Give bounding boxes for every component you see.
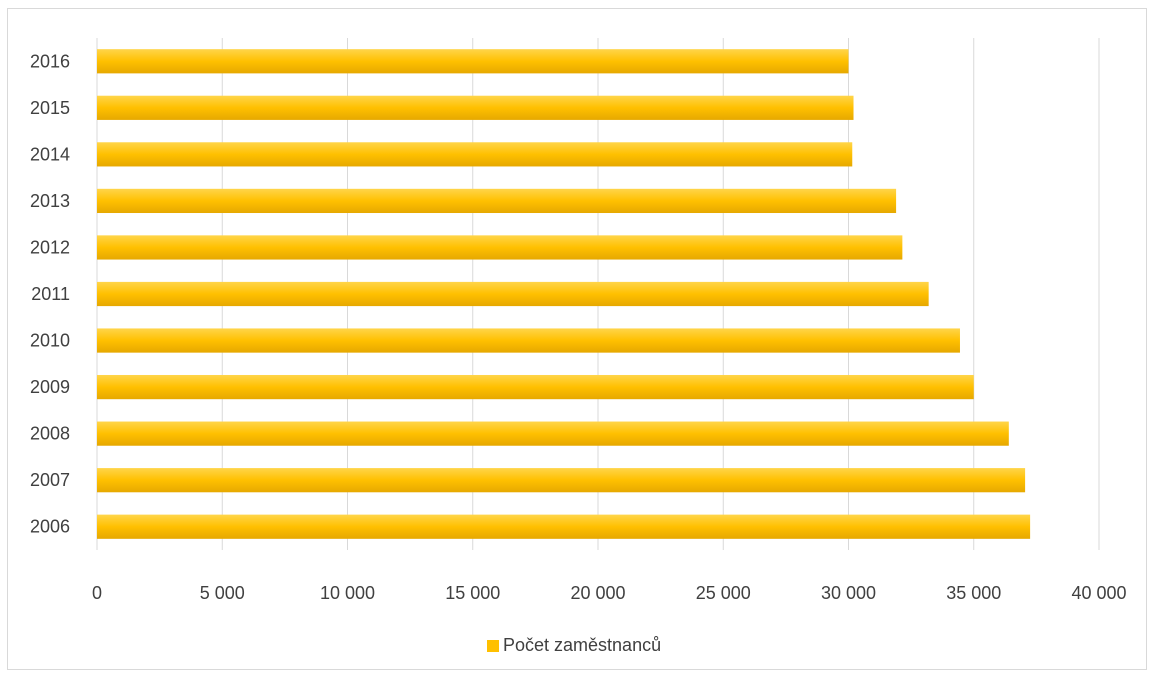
x-tick-label: 30 000 bbox=[821, 583, 876, 603]
x-tick-label: 10 000 bbox=[320, 583, 375, 603]
x-tick-label: 0 bbox=[92, 583, 102, 603]
y-tick-label: 2008 bbox=[30, 424, 70, 444]
y-tick-label: 2011 bbox=[31, 284, 70, 304]
legend-label: Počet zaměstnanců bbox=[503, 635, 662, 655]
bar-2006 bbox=[97, 514, 1031, 539]
y-tick-label: 2013 bbox=[30, 191, 70, 211]
x-tick-label: 5 000 bbox=[200, 583, 245, 603]
x-tick-label: 40 000 bbox=[1071, 583, 1126, 603]
bar-2014 bbox=[97, 142, 853, 167]
y-tick-label: 2012 bbox=[30, 237, 70, 257]
y-tick-label: 2010 bbox=[30, 331, 70, 351]
bar-2013 bbox=[97, 188, 897, 214]
y-tick-label: 2014 bbox=[30, 144, 70, 164]
bar-2016 bbox=[97, 49, 849, 74]
x-tick-label: 15 000 bbox=[445, 583, 500, 603]
bar-2010 bbox=[97, 328, 960, 353]
bar-2015 bbox=[97, 95, 854, 120]
bar-2011 bbox=[97, 281, 929, 307]
y-tick-label: 2015 bbox=[30, 98, 70, 118]
x-tick-label: 35 000 bbox=[946, 583, 1001, 603]
bar-2012 bbox=[97, 235, 903, 260]
y-tick-label: 2007 bbox=[30, 470, 70, 490]
legend-swatch bbox=[487, 639, 499, 652]
x-tick-label: 25 000 bbox=[696, 583, 751, 603]
bar-2009 bbox=[97, 374, 974, 400]
y-tick-label: 2006 bbox=[30, 517, 70, 537]
y-tick-label: 2009 bbox=[30, 377, 70, 397]
bars bbox=[97, 49, 1031, 539]
x-tick-label: 20 000 bbox=[570, 583, 625, 603]
bar-2007 bbox=[97, 468, 1026, 493]
legend: Počet zaměstnanců bbox=[487, 635, 661, 656]
y-tick-label: 2016 bbox=[30, 51, 70, 71]
bar-2008 bbox=[97, 421, 1009, 446]
x-axis-labels: 0 5 000 10 000 15 000 20 000 25 000 30 000 35 0… bbox=[92, 583, 1127, 603]
y-axis-labels: 2016 2015 2014 2013 2012 2011 2010 2009 2008 2007… bbox=[30, 51, 70, 536]
